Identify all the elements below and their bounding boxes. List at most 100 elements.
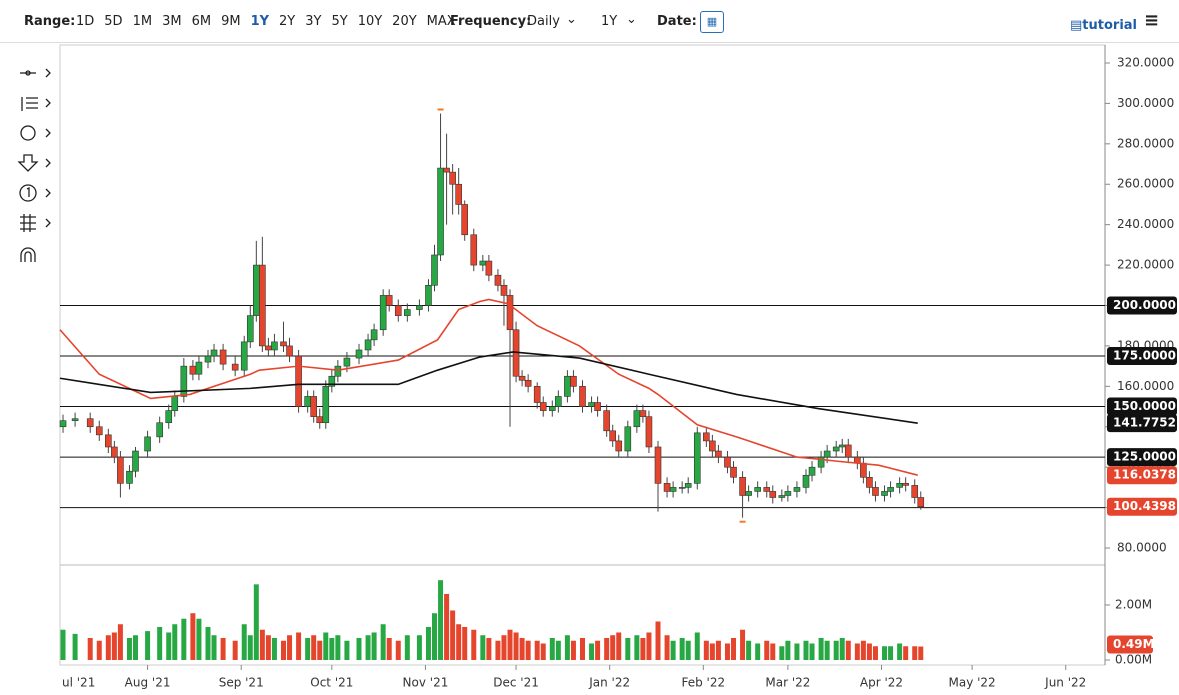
- volume-bar: [117, 624, 123, 660]
- ma-value-label: 141.7752: [1113, 416, 1176, 430]
- magnet-tool[interactable]: [20, 247, 36, 262]
- volume-bar: [495, 640, 501, 660]
- shape-tool[interactable]: [20, 125, 51, 141]
- candle-body: [684, 483, 692, 488]
- tutorial-link[interactable]: ▤tutorial: [1070, 18, 1137, 33]
- candle-body: [548, 406, 556, 411]
- candle-body: [370, 329, 378, 341]
- period-select[interactable]: 1Y: [601, 14, 618, 29]
- volume-bar: [595, 640, 601, 660]
- range-button[interactable]: 1M: [132, 14, 153, 29]
- range-button[interactable]: 3M: [162, 14, 182, 29]
- candle-body: [832, 446, 840, 452]
- candle-body: [189, 365, 197, 375]
- volume-bar: [247, 635, 253, 660]
- range-button[interactable]: 1D: [76, 14, 95, 29]
- volume-bar: [232, 640, 238, 660]
- candle-body: [343, 357, 351, 367]
- range-button[interactable]: 6M: [191, 14, 212, 29]
- ma-value-box: [1107, 466, 1177, 485]
- arrow-tool[interactable]: [17, 154, 51, 172]
- candle-body: [385, 295, 393, 306]
- note-tool[interactable]: [19, 184, 51, 202]
- volume-bar: [540, 643, 546, 660]
- candle-body: [171, 396, 179, 411]
- volume-bar: [580, 637, 585, 660]
- y-tick-label: 220.0000: [1117, 258, 1174, 272]
- candle-body: [693, 432, 701, 484]
- volume-bar: [211, 635, 217, 660]
- candle-body: [59, 420, 67, 428]
- volume-bar: [241, 624, 247, 660]
- measure-tool[interactable]: [20, 214, 51, 232]
- range-button[interactable]: 1Y: [250, 14, 270, 29]
- frequency-select[interactable]: Daily: [527, 14, 560, 29]
- volume-bar: [779, 646, 785, 660]
- fib-tool[interactable]: [21, 97, 51, 111]
- volume-bar: [196, 618, 202, 660]
- volume-bar: [471, 629, 477, 660]
- volume-bar: [655, 621, 661, 660]
- range-button[interactable]: 2Y: [279, 14, 296, 29]
- candle-body: [295, 355, 302, 407]
- candle-body: [823, 450, 831, 458]
- ma-value-box: [1107, 414, 1177, 433]
- volume-bar: [166, 632, 172, 660]
- volume-bar: [664, 635, 670, 660]
- volume-bar: [501, 635, 507, 660]
- volume-bar: [519, 637, 525, 660]
- volume-bar: [380, 624, 386, 660]
- volume-bar: [740, 629, 746, 660]
- line-tool[interactable]: [20, 68, 51, 78]
- x-tick-label: Jun '22: [1044, 676, 1086, 690]
- range-button[interactable]: 5Y: [331, 14, 348, 29]
- candle-body: [860, 462, 867, 478]
- range-button[interactable]: 20Y: [392, 14, 417, 29]
- moving-average: [59, 298, 918, 476]
- volume-bar: [395, 640, 401, 660]
- range-button[interactable]: MAX: [426, 14, 456, 29]
- candle-body: [769, 491, 777, 498]
- candle-body: [310, 396, 317, 417]
- range-button[interactable]: 5D: [104, 14, 123, 29]
- candle-body: [745, 491, 752, 496]
- x-tick-label: Mar '22: [765, 676, 810, 690]
- candle-body: [280, 341, 287, 347]
- volume-bar: [323, 632, 329, 660]
- candle-body: [866, 476, 873, 488]
- candle-body: [246, 315, 254, 343]
- menu-icon[interactable]: ≡: [1144, 10, 1160, 31]
- x-tick-label: Nov '21: [403, 676, 449, 690]
- candle-body: [259, 264, 266, 347]
- candle-body: [126, 470, 133, 484]
- range-button[interactable]: 10Y: [357, 14, 383, 29]
- candle-body: [316, 416, 324, 424]
- volume-bar: [785, 640, 791, 660]
- volume-bar: [145, 631, 151, 660]
- candle-body: [911, 485, 919, 498]
- volume-bar: [287, 635, 293, 660]
- volume-bar: [610, 635, 616, 660]
- volume-bar: [634, 635, 640, 660]
- candle-body: [204, 355, 212, 363]
- candle-body: [219, 349, 227, 365]
- candle-body: [470, 234, 478, 266]
- volume-bar: [882, 646, 888, 660]
- volume-bar: [746, 640, 752, 660]
- candle-body: [117, 456, 124, 484]
- candle-body: [518, 375, 526, 381]
- candle-body: [105, 434, 112, 448]
- range-button[interactable]: 9M: [221, 14, 241, 29]
- candle-body: [425, 284, 432, 306]
- candle-body: [240, 341, 248, 371]
- candle-body: [639, 410, 647, 417]
- candle-body: [539, 402, 547, 411]
- range-button[interactable]: 3Y: [305, 14, 322, 29]
- volume-bar: [157, 626, 163, 660]
- candle-body: [763, 487, 771, 492]
- last-price-box: [1107, 497, 1177, 516]
- date-button[interactable]: ▦: [700, 11, 724, 33]
- candle-body: [210, 349, 218, 357]
- level-label: 125.0000: [1113, 450, 1176, 464]
- volume-bar: [794, 643, 800, 660]
